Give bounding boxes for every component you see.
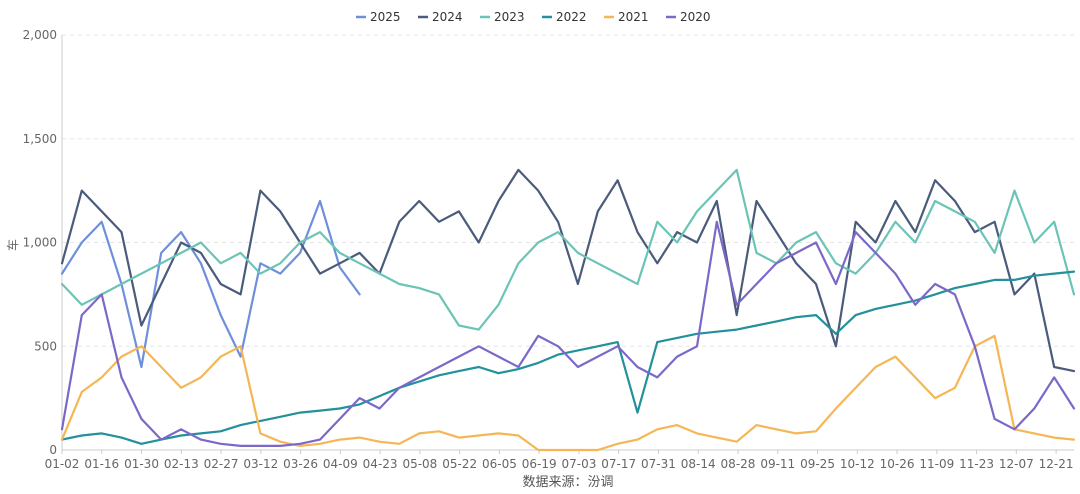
x-tick-label: 04-09 <box>323 457 358 471</box>
legend-item-2022[interactable]: 2022 <box>542 10 587 24</box>
x-tick-label: 11-09 <box>919 457 954 471</box>
legend-label: 2021 <box>618 10 649 24</box>
x-tick-label: 02-27 <box>204 457 239 471</box>
x-tick-label: 05-22 <box>442 457 477 471</box>
y-axis-label: 车 <box>5 239 20 251</box>
series-lines <box>60 168 1076 452</box>
x-tick-label: 02-13 <box>164 457 199 471</box>
x-tick-label: 08-28 <box>721 457 756 471</box>
legend-label: 2022 <box>556 10 587 24</box>
x-axis: 01-02 01-16 01-30 02-13 02-27 03-12 03-26 04-09… <box>45 449 1074 471</box>
legend-item-2023[interactable]: 2023 <box>480 10 525 24</box>
y-tick-label: 500 <box>34 339 57 353</box>
y-tick-label: 1,500 <box>23 132 57 146</box>
series-line-2022 <box>60 270 1076 445</box>
x-tick-label: 09-25 <box>800 457 835 471</box>
x-tick-label: 03-26 <box>283 457 318 471</box>
x-tick-label: 07-03 <box>561 457 596 471</box>
y-tick-label: 2,000 <box>23 28 57 42</box>
grid-lines <box>62 34 1074 347</box>
legend: 2025 2024 2023 2022 2021 2020 <box>356 10 711 24</box>
legend-item-2021[interactable]: 2021 <box>604 10 649 24</box>
legend-item-2025[interactable]: 2025 <box>356 10 401 24</box>
y-axis: 0 500 1,000 1,500 2,000 <box>23 28 63 457</box>
series-line-2020 <box>60 220 1076 447</box>
legend-item-2024[interactable]: 2024 <box>418 10 463 24</box>
x-tick-label: 01-02 <box>45 457 80 471</box>
legend-label: 2023 <box>494 10 525 24</box>
x-tick-label: 06-05 <box>482 457 517 471</box>
x-tick-label: 10-26 <box>880 457 915 471</box>
x-tick-label: 08-14 <box>681 457 716 471</box>
source-caption: 数据来源：汾调 <box>522 475 613 490</box>
legend-label: 2020 <box>680 10 711 24</box>
series-line-2021 <box>60 334 1076 452</box>
x-tick-label: 07-17 <box>601 457 636 471</box>
x-tick-label: 01-30 <box>124 457 159 471</box>
x-tick-label: 06-19 <box>522 457 557 471</box>
series-line-2024 <box>60 168 1076 373</box>
x-tick-label: 12-21 <box>1039 457 1074 471</box>
x-tick-label: 12-07 <box>999 457 1034 471</box>
x-tick-label: 01-16 <box>84 457 119 471</box>
series-line-2025 <box>60 199 361 369</box>
series-line-2023 <box>60 168 1076 331</box>
legend-label: 2024 <box>432 10 463 24</box>
x-tick-label: 04-23 <box>363 457 398 471</box>
x-tick-label: 07-31 <box>641 457 676 471</box>
y-tick-label: 0 <box>49 443 57 457</box>
x-tick-label: 05-08 <box>402 457 437 471</box>
y-tick-label: 1,000 <box>23 236 57 250</box>
legend-item-2020[interactable]: 2020 <box>666 10 711 24</box>
x-tick-label: 10-12 <box>840 457 875 471</box>
x-tick-label: 03-12 <box>243 457 278 471</box>
x-tick-label: 09-11 <box>760 457 795 471</box>
legend-label: 2025 <box>370 10 401 24</box>
x-tick-label: 11-23 <box>959 457 994 471</box>
